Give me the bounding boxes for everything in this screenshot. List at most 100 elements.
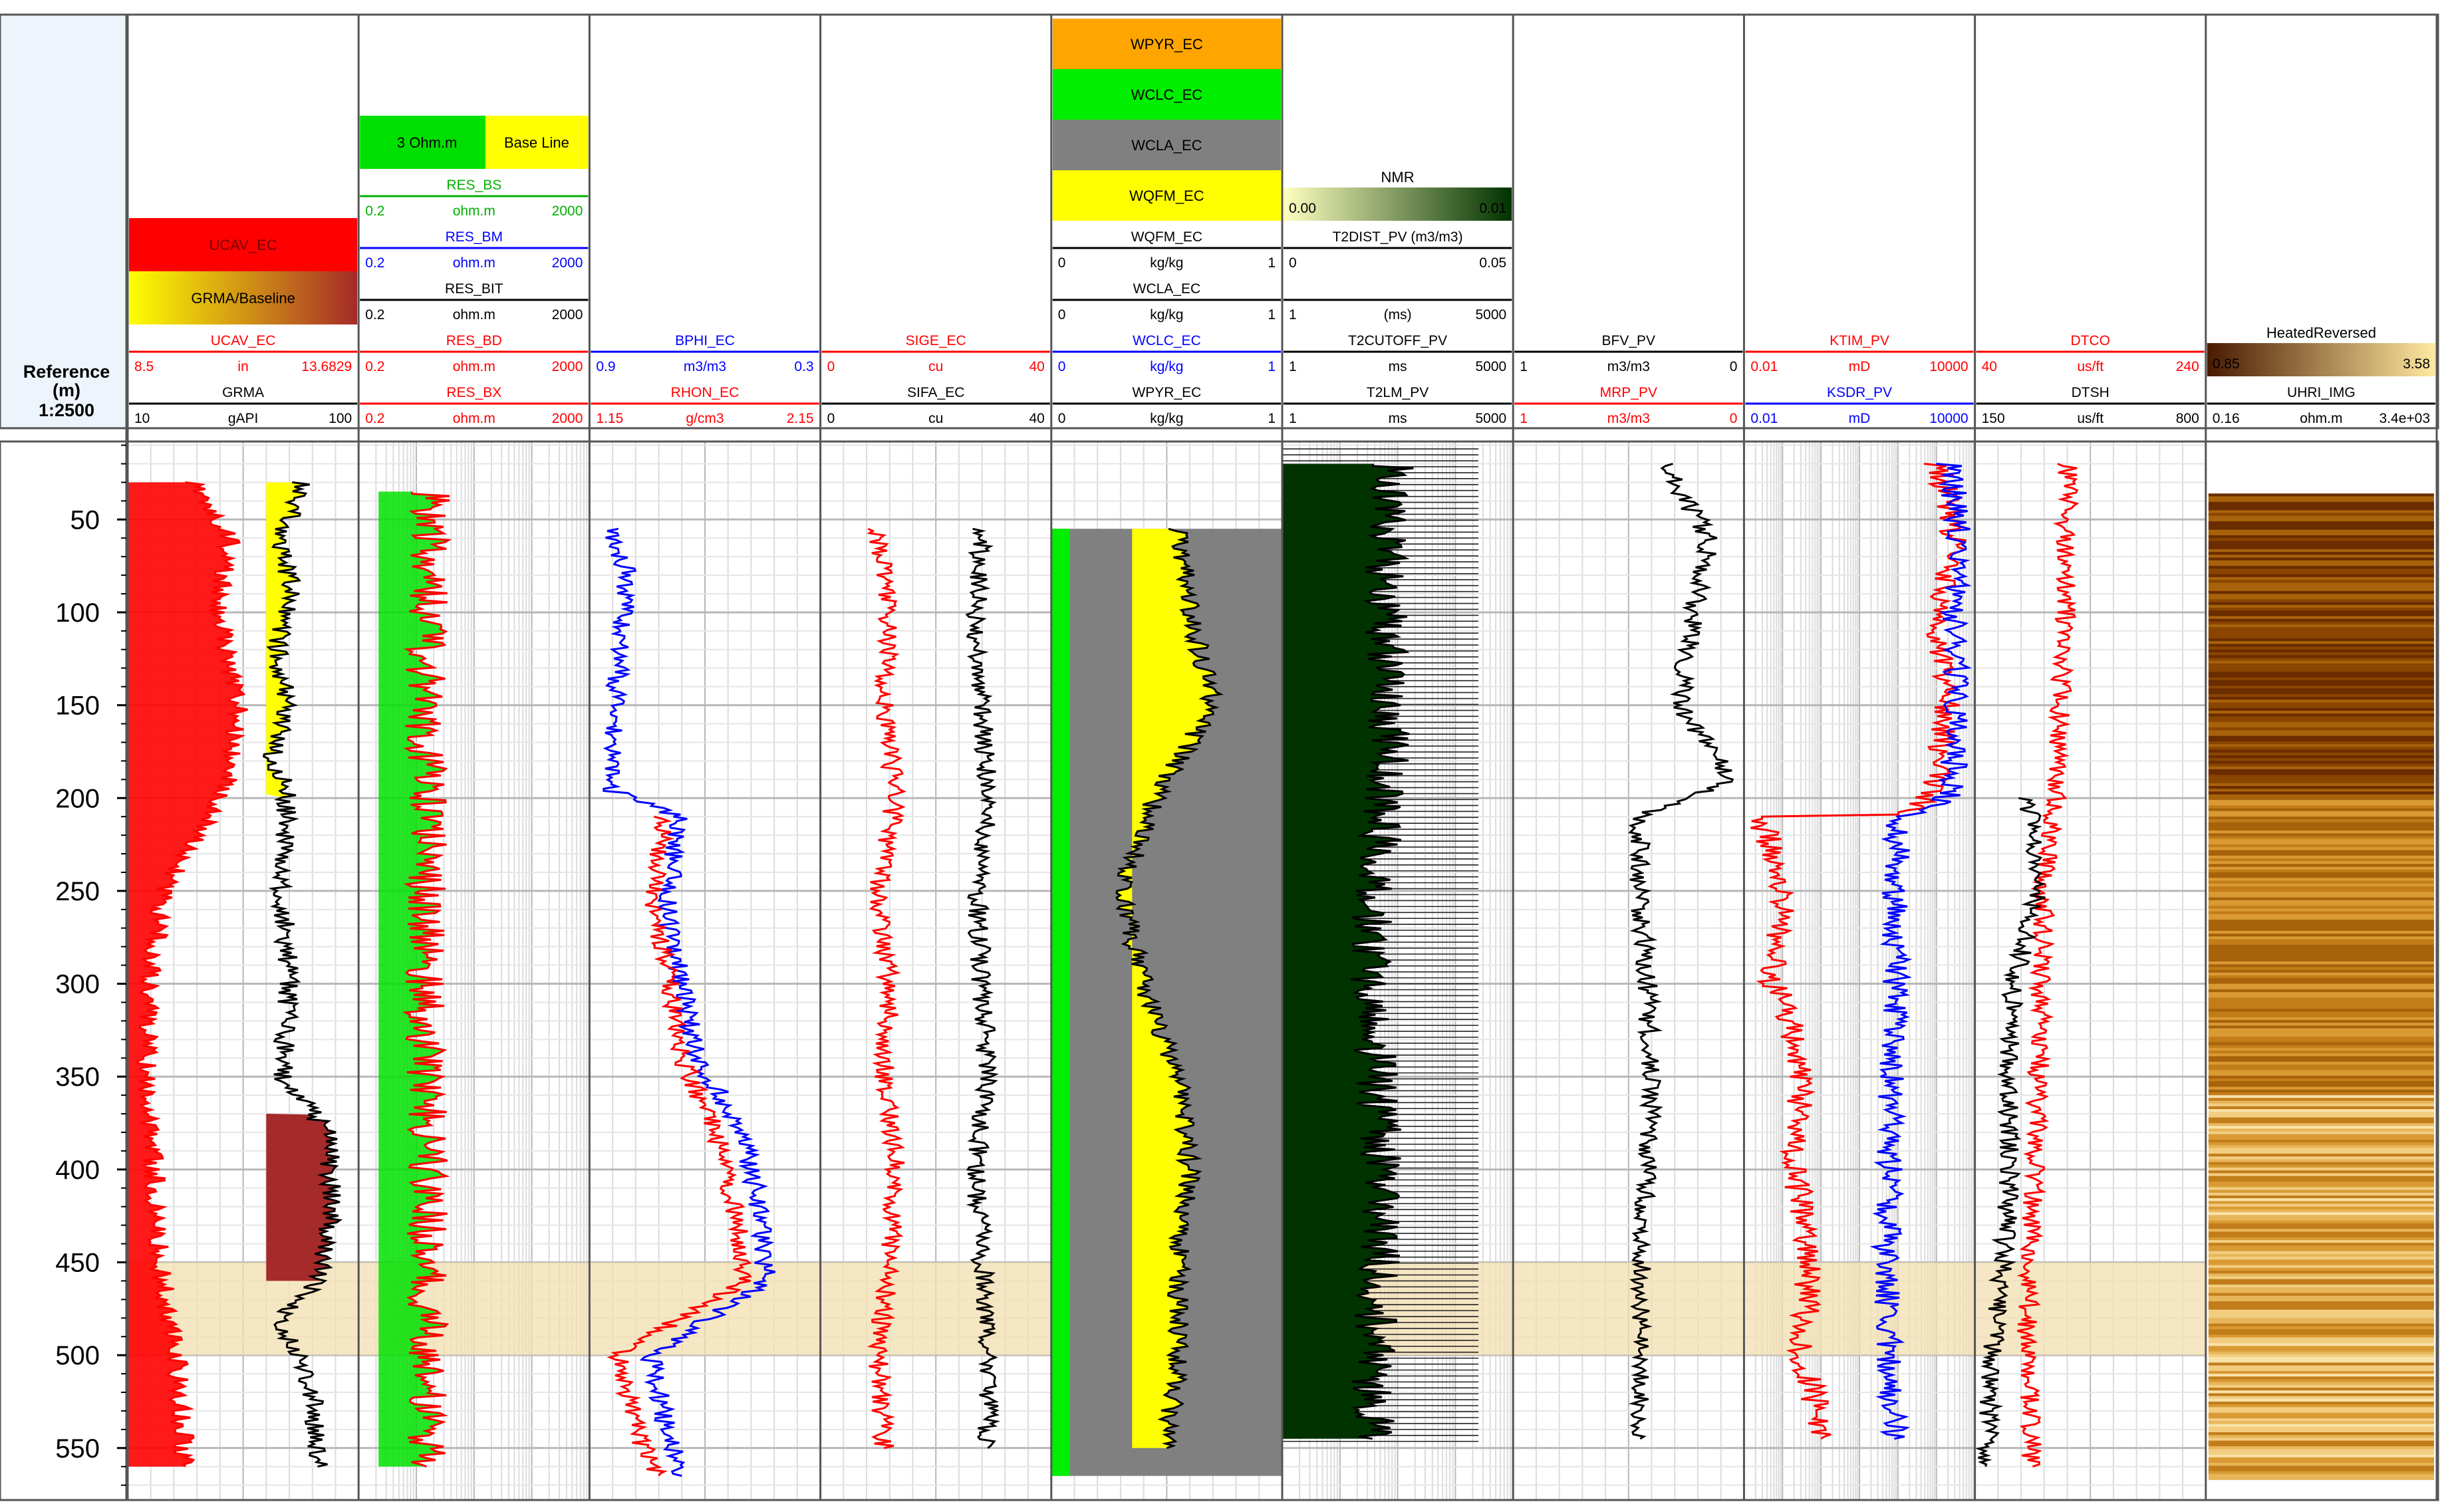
depth-tick-label: 300 [55, 970, 100, 999]
depth-tick-label: 250 [55, 877, 100, 906]
scale-unit: ms [1389, 411, 1407, 426]
scale-min: 40 [1982, 359, 1997, 374]
curve-name: DTSH [2072, 385, 2110, 400]
header-frame [0, 13, 2439, 430]
scale-unit: kg/kg [1150, 255, 1183, 271]
fill-swatch [1052, 69, 1281, 120]
depth-scale: 1:2500 [39, 400, 94, 420]
fill-swatch-right [485, 116, 589, 169]
curve-bphi-ec [603, 527, 776, 1477]
scale-min: 1 [1520, 411, 1528, 426]
track-header-t1: UCAV_EC 8.5 in 13.6829 GRMA 10 gAPI 100 GRMA/Bas… [129, 218, 358, 426]
depth-tick-label: 500 [55, 1341, 100, 1370]
track-header-t2: RES_BS 0.2 ohm.m 2000 RES_BM 0.2 ohm.m 2000 RES_… [360, 116, 589, 426]
scale-max: 1 [1268, 307, 1276, 322]
curve-name: UHRI_IMG [2287, 385, 2356, 400]
scale-min: 1 [1289, 359, 1297, 374]
curve-name: DTCO [2070, 333, 2110, 348]
curve-name: RES_BM [446, 229, 503, 245]
scale-max: 240 [2176, 359, 2199, 374]
scale-max: 1 [1268, 255, 1276, 271]
fill-swatch [129, 271, 358, 324]
curve-dtsh [1975, 797, 2046, 1467]
scale-min: 0 [1058, 255, 1066, 271]
scale-unit: kg/kg [1150, 359, 1183, 374]
depth-tick-label: 550 [55, 1434, 100, 1463]
curve-name: RHON_EC [671, 385, 740, 400]
scale-max: 5000 [1475, 359, 1506, 374]
scale-unit: kg/kg [1150, 307, 1183, 322]
curve-res-bd [402, 491, 452, 1468]
scale-max: 0 [1730, 359, 1738, 374]
track-header-t5: WQFM_EC 0 kg/kg 1 WCLA_EC 0 kg/kg 1 WCLC_EC 0 kg/k… [1052, 19, 1281, 426]
depth-header-bg [0, 15, 126, 428]
curve-ucav-ec [136, 481, 248, 1467]
scale-max: 0.05 [1479, 255, 1506, 271]
scale-min: 0.2 [365, 411, 384, 426]
curve-name: T2LM_PV [1367, 385, 1429, 400]
scale-min: 8.5 [134, 359, 154, 374]
scale-max: 5000 [1475, 411, 1506, 426]
scale-min: 0.2 [365, 255, 384, 271]
curve-rhon-ec [607, 815, 753, 1477]
fill-label: NMR [1381, 169, 1415, 186]
scale-min: 0 [1058, 307, 1066, 322]
fill-grma-shale [266, 1114, 341, 1281]
scale-unit: in [237, 359, 248, 374]
curve-name: WQFM_EC [1131, 229, 1202, 245]
track-header-t8: KTIM_PV 0.01 mD 10000 KSDR_PV 0.01 mD 10000 [1745, 333, 1974, 426]
curve-name: RES_BD [446, 333, 502, 348]
curve-name: BPHI_EC [675, 333, 735, 348]
scale-min: 0 [1058, 359, 1066, 374]
curve-name: WCLA_EC [1133, 281, 1201, 297]
track-header-t7: BFV_PV 1 m3/m3 0 MRP_PV 1 m3/m3 0 [1514, 333, 1743, 426]
curve-name: SIGE_EC [906, 333, 966, 348]
scale-max: 100 [329, 411, 352, 426]
scale-min: 0.2 [365, 307, 384, 322]
depth-tick-label: 450 [55, 1248, 100, 1277]
fill-max: 0.01 [1479, 201, 1506, 216]
track-header-t4: SIGE_EC 0 cu 40 SIFA_EC 0 cu 40 [821, 333, 1050, 426]
scale-unit: us/ft [2077, 411, 2104, 426]
scale-max: 40 [1029, 411, 1044, 426]
curve-name: GRMA [222, 385, 264, 400]
scale-max: 10000 [1929, 411, 1968, 426]
curve-name: T2CUTOFF_PV [1348, 333, 1447, 348]
fill-min: 0.85 [2213, 356, 2240, 372]
fill-swatch [1052, 19, 1281, 69]
curve-name: MRP_PV [1600, 385, 1657, 400]
scale-unit: ohm.m [453, 307, 495, 322]
scale-unit: gAPI [228, 411, 259, 426]
depth-tick-label: 400 [55, 1156, 100, 1185]
curve-name: WCLC_EC [1133, 333, 1201, 348]
fill-label-left: 3 Ohm.m [397, 134, 457, 151]
fill-label: WPYR_EC [1131, 36, 1203, 53]
scale-min: 0 [827, 359, 835, 374]
fill-label: WCLA_EC [1131, 137, 1202, 154]
curve-wqfm-ec [1115, 527, 1224, 1449]
scale-min: 10 [134, 411, 150, 426]
scale-min: 0.2 [365, 203, 384, 219]
scale-max: 3.4e+03 [2380, 411, 2431, 426]
scale-unit: mD [1849, 359, 1871, 374]
scale-min: 0.01 [1750, 411, 1778, 426]
scale-unit: cu [928, 359, 943, 374]
scale-max: 2000 [552, 307, 583, 322]
curve-ktim-pv [1750, 463, 1968, 1440]
fill-swatch [2207, 343, 2435, 376]
curve-name: RES_BS [446, 178, 501, 193]
scale-unit: mD [1849, 411, 1871, 426]
depth-unit: (m) [53, 380, 80, 400]
scale-min: 0 [1058, 411, 1066, 426]
scale-min: 1 [1289, 411, 1297, 426]
scale-max: 2000 [552, 411, 583, 426]
fill-label: WQFM_EC [1129, 188, 1204, 204]
fill-min: 0.00 [1289, 201, 1316, 216]
curve-ksdr-pv [1869, 463, 1973, 1440]
fill-wqfm [1117, 529, 1221, 1448]
scale-max: 2000 [552, 203, 583, 219]
scale-min: 1.15 [596, 411, 623, 426]
curve-bfv-pv [1628, 463, 1734, 1440]
scale-unit: us/ft [2077, 359, 2104, 374]
